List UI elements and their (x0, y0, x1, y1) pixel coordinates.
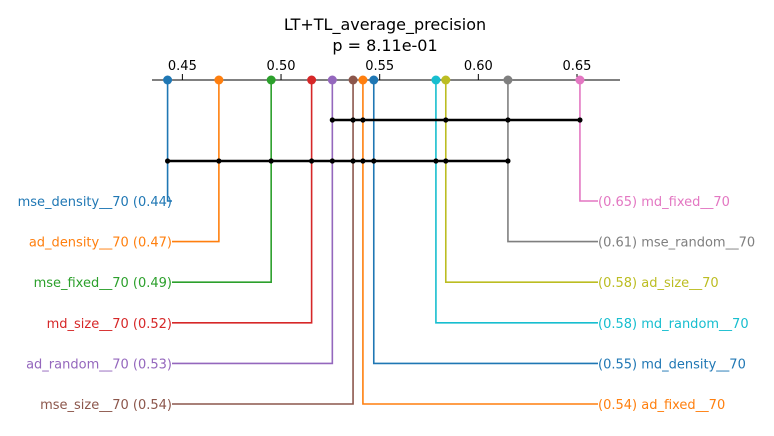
clique-1-dot-mse_fixed__70 (268, 158, 274, 164)
clique-1-dot-mse_density__70 (164, 158, 171, 164)
connector-ad_random__70 (172, 80, 334, 365)
marker-mse_size__70 (348, 75, 358, 85)
connector-mse_density__70 (166, 80, 172, 202)
connector-ad_size__70 (444, 80, 598, 283)
clique-1-dot-mse_size__70 (350, 158, 356, 164)
clique-bars (164, 117, 583, 164)
marker-ad_size__70 (441, 75, 451, 85)
clique-0-dot-mse_size__70 (350, 117, 356, 123)
label-mse_fixed__70: mse_fixed__70 (0.49) (34, 276, 172, 291)
marker-ad_fixed__70 (358, 75, 368, 85)
label-mse_density__70: mse_density__70 (0.44) (18, 195, 172, 210)
marker-md_density__70 (369, 75, 379, 85)
label-ad_size__70: (0.58) ad_size__70 (598, 276, 719, 291)
clique-1-dot-md_size__70 (309, 158, 315, 164)
clique-1-dot-ad_density__70 (216, 158, 222, 164)
label-md_density__70: (0.55) md_density__70 (598, 357, 746, 372)
marker-md_random__70 (431, 75, 441, 85)
label-ad_random__70: ad_random__70 (0.53) (26, 357, 172, 372)
chart-title: LT+TL_average_precision (284, 15, 486, 35)
axis-ticks: 0.45 0.50 0.55 0.60 0.65 (168, 59, 592, 80)
connector-md_fixed__70 (579, 80, 598, 202)
clique-0-dot-mse_random__70 (505, 117, 511, 123)
clique-1-dot-md_random__70 (433, 158, 439, 164)
label-ad_fixed__70: (0.54) ad_fixed__70 (598, 398, 725, 413)
clique-1-dot-ad_fixed__70 (360, 158, 366, 164)
method-markers (163, 75, 585, 85)
label-mse_size__70: mse_size__70 (0.54) (40, 398, 172, 413)
label-md_fixed__70: (0.65) md_fixed__70 (598, 195, 730, 210)
axis-tick-label-2: 0.55 (365, 59, 394, 74)
clique-0-dot-ad_fixed__70 (360, 117, 366, 123)
clique-1-dot-mse_random__70 (505, 158, 511, 164)
connector-mse_size__70 (172, 80, 354, 405)
clique-0-dot-md_fixed__70 (577, 117, 583, 123)
marker-ad_density__70 (214, 75, 224, 85)
marker-mse_density__70 (163, 75, 173, 85)
marker-md_size__70 (307, 75, 317, 85)
axis-tick-label-4: 0.65 (563, 59, 592, 74)
connector-md_density__70 (372, 80, 598, 365)
label-mse_random__70: (0.61) mse_random__70 (598, 236, 755, 251)
connector-md_random__70 (435, 80, 598, 324)
connector-mse_random__70 (507, 80, 598, 243)
marker-md_fixed__70 (575, 75, 585, 85)
label-md_random__70: (0.58) md_random__70 (598, 317, 749, 332)
clique-1-dot-md_density__70 (371, 158, 377, 164)
label-md_size__70: md_size__70 (0.52) (47, 317, 172, 332)
clique-1-dot-ad_size__70 (443, 158, 449, 164)
chart-subtitle: p = 8.11e-01 (332, 36, 437, 55)
connector-ad_fixed__70 (362, 80, 598, 405)
axis-tick-label-1: 0.50 (267, 59, 296, 74)
connector-md_size__70 (172, 80, 313, 324)
clique-1-dot-ad_random__70 (329, 158, 335, 164)
marker-mse_random__70 (503, 75, 513, 85)
method-connectors (166, 80, 598, 405)
axis-tick-label-3: 0.60 (464, 59, 493, 74)
clique-0-dot-ad_size__70 (443, 117, 449, 123)
marker-mse_fixed__70 (266, 75, 276, 85)
connector-ad_density__70 (172, 80, 220, 243)
marker-ad_random__70 (327, 75, 337, 85)
connector-mse_fixed__70 (172, 80, 272, 283)
axis-tick-label-0: 0.45 (168, 59, 197, 74)
method-labels: mse_density__70 (0.44) ad_density__70 (0.… (18, 195, 756, 413)
clique-0-dot-ad_random__70 (329, 117, 335, 123)
label-ad_density__70: ad_density__70 (0.47) (29, 236, 172, 251)
